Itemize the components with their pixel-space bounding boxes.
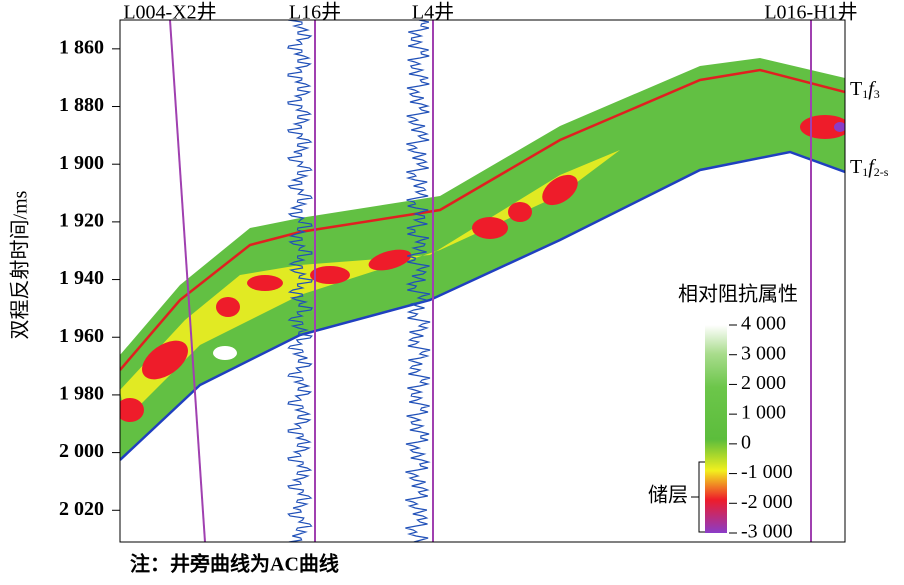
horizon-label-sub: 3 [874,87,880,101]
horizon-label-part: f [868,78,876,100]
well-name: L016-H1井 [764,1,857,24]
plot-frame [119,19,846,543]
reservoir-label: 储层 [648,484,688,507]
y-tick-label: 2 020 [59,498,104,520]
purple-spot [834,122,845,132]
section-body [120,20,845,542]
ac-curve [286,20,314,542]
colorbar-title: 相对阻抗属性 [678,283,798,306]
colorbar-tick-label: -2 000 [741,491,793,513]
horizon-bottom [120,150,845,461]
horizon-top [120,68,845,371]
white-spot [213,346,237,360]
reservoir-bracket [691,461,705,533]
y-tick-label: 1 920 [59,209,104,231]
horizon-label-part: T [850,156,862,178]
colorbar-tick-label: -3 000 [741,521,793,543]
y-tick-label: 1 960 [59,325,104,347]
horizon-label-sub: 1 [862,165,868,179]
horizon-label-part: T [850,78,862,100]
note: 注：井旁曲线为AC曲线 [130,552,339,576]
well-lines [169,20,812,542]
horizon-label: T1f3 [850,78,880,101]
colorbar-tick-label: 3 000 [741,342,786,364]
horizon-label-sub: 2-s [874,165,889,179]
attribute-band [120,58,845,460]
horizon-label: T1f2-s [850,156,889,179]
colorbar-tick-label: 1 000 [741,402,786,424]
colorbar-tick-label: 0 [741,431,751,453]
ac-curve [405,20,431,542]
well-name: L4井 [412,1,454,24]
ac-curves [286,20,431,542]
colorbar-tick-label: 4 000 [741,313,786,335]
y-label: 双程反射时间/ms [9,190,32,339]
colorbar-tick-label: -1 000 [741,461,793,483]
y-tick-label: 1 940 [59,267,104,289]
y-tick-label: 1 900 [59,152,104,174]
well-name: L004-X2井 [123,1,216,24]
well-name: L16井 [289,1,341,24]
y-tick-label: 2 000 [59,440,104,462]
colorbar [705,325,727,533]
y-tick-label: 1 880 [59,94,104,116]
horizon-label-part: f [868,156,876,178]
y-tick-label: 1 980 [59,383,104,405]
horizon-label-sub: 1 [862,87,868,101]
y-tick-label: 1 860 [59,36,104,58]
colorbar-tick-label: 2 000 [741,372,786,394]
